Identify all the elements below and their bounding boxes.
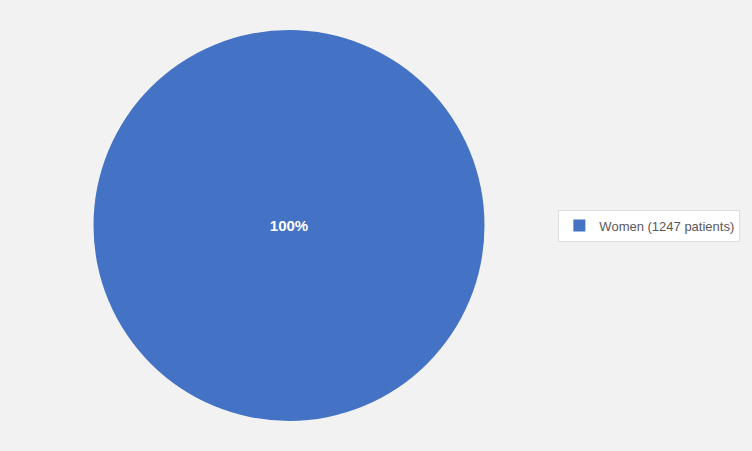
svg-text:Women (1247 patients): Women (1247 patients) — [599, 219, 734, 234]
svg-text:100%: 100% — [270, 217, 308, 234]
